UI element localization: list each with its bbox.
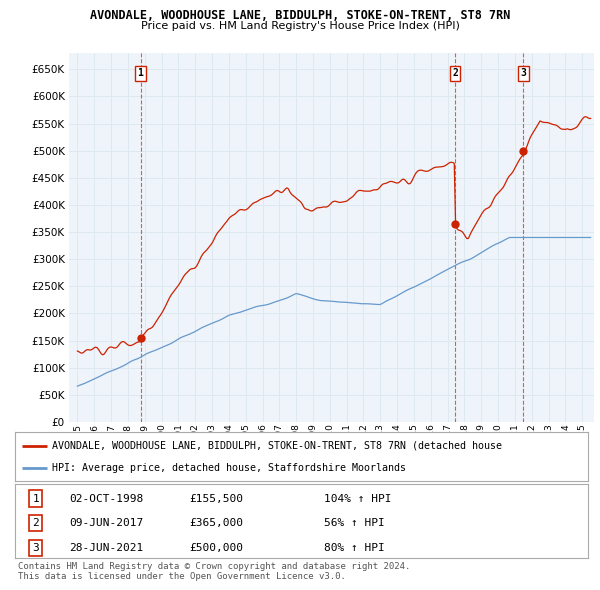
Text: 2: 2	[452, 68, 458, 78]
Text: 2: 2	[32, 518, 39, 528]
Text: 3: 3	[520, 68, 526, 78]
Text: 104% ↑ HPI: 104% ↑ HPI	[325, 494, 392, 503]
Text: 02-OCT-1998: 02-OCT-1998	[70, 494, 143, 503]
Text: 1: 1	[32, 494, 39, 503]
Text: AVONDALE, WOODHOUSE LANE, BIDDULPH, STOKE-ON-TRENT, ST8 7RN (detached house: AVONDALE, WOODHOUSE LANE, BIDDULPH, STOK…	[52, 441, 502, 451]
Text: AVONDALE, WOODHOUSE LANE, BIDDULPH, STOKE-ON-TRENT, ST8 7RN: AVONDALE, WOODHOUSE LANE, BIDDULPH, STOK…	[90, 9, 510, 22]
Text: 1: 1	[137, 68, 143, 78]
Text: £365,000: £365,000	[190, 518, 244, 528]
Text: £500,000: £500,000	[190, 543, 244, 553]
Text: Contains HM Land Registry data © Crown copyright and database right 2024.
This d: Contains HM Land Registry data © Crown c…	[18, 562, 410, 581]
Text: £155,500: £155,500	[190, 494, 244, 503]
Text: 3: 3	[32, 543, 39, 553]
Text: 09-JUN-2017: 09-JUN-2017	[70, 518, 143, 528]
Text: 28-JUN-2021: 28-JUN-2021	[70, 543, 143, 553]
Text: HPI: Average price, detached house, Staffordshire Moorlands: HPI: Average price, detached house, Staf…	[52, 463, 406, 473]
Text: Price paid vs. HM Land Registry's House Price Index (HPI): Price paid vs. HM Land Registry's House …	[140, 21, 460, 31]
Text: 56% ↑ HPI: 56% ↑ HPI	[325, 518, 385, 528]
Text: 80% ↑ HPI: 80% ↑ HPI	[325, 543, 385, 553]
